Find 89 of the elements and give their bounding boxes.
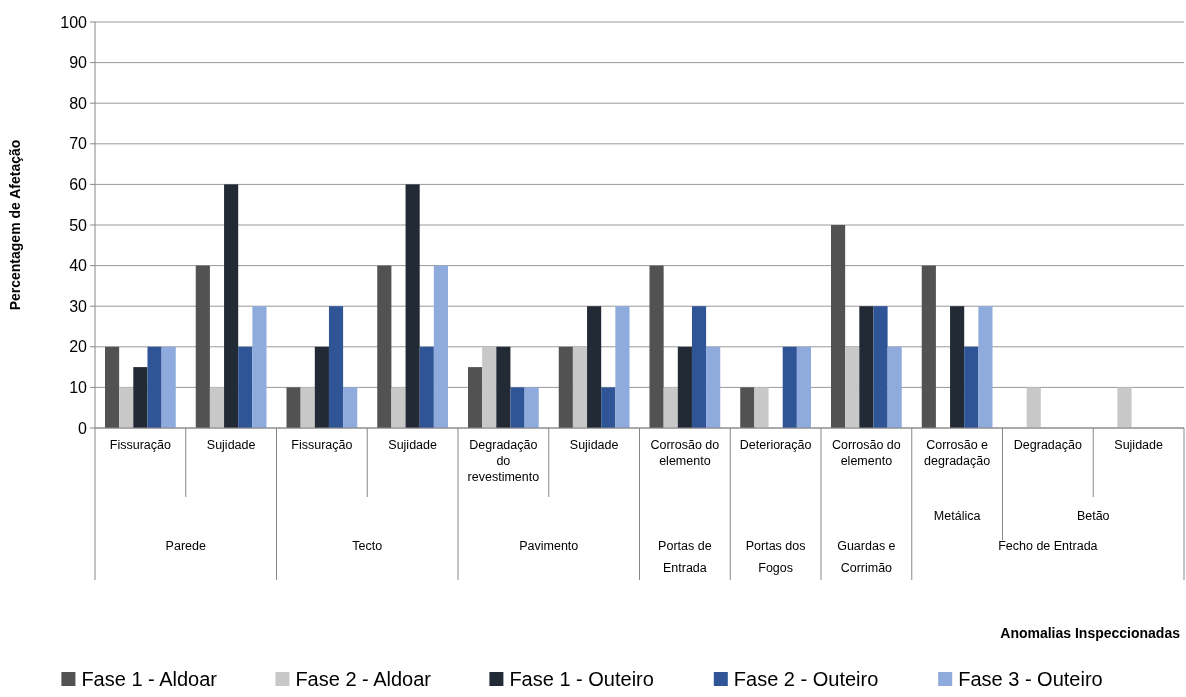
- bar: [873, 306, 888, 428]
- x-tick-label: Sujidade: [388, 438, 437, 452]
- bar: [887, 346, 902, 428]
- bar: [328, 306, 344, 428]
- bar: [587, 306, 602, 428]
- bar: [615, 306, 630, 428]
- text: Portas dos Fogos: [745, 539, 806, 575]
- bar: [845, 346, 860, 428]
- bar: [754, 387, 769, 428]
- bar: [252, 306, 267, 428]
- bar: [572, 346, 588, 428]
- y-tick-label: 100: [60, 13, 88, 31]
- bar: [601, 387, 616, 428]
- bar: [433, 265, 448, 428]
- text: Tecto: [352, 539, 383, 553]
- text: Portas de Entrada: [658, 539, 712, 575]
- bar: [691, 306, 707, 428]
- bar: [496, 346, 511, 428]
- bar: [510, 387, 525, 428]
- y-tick-label: 50: [69, 216, 88, 234]
- y-tick-label: 30: [69, 297, 88, 315]
- bar: [782, 346, 797, 428]
- x-tick-label: Sujidade: [1114, 438, 1163, 452]
- x-tick-label: Corrosão do elemento: [650, 438, 720, 468]
- bar: [859, 306, 874, 428]
- y-tick-label: 0: [78, 419, 88, 437]
- bar: [119, 387, 134, 428]
- x-tick-label: Corrosão e degradação: [924, 438, 991, 468]
- x-tick-label: Corrosão do elemento: [831, 438, 901, 468]
- bar: [921, 265, 936, 428]
- y-tick-label: 10: [69, 379, 88, 396]
- legend-label: Fase 2 - Aldoar: [295, 668, 432, 690]
- legend-label: Fase 3 - Outeiro: [958, 668, 1103, 690]
- bar: [224, 184, 239, 428]
- bar: [238, 346, 253, 428]
- bar: [343, 387, 358, 428]
- x-tick-label: Fissuração: [291, 438, 353, 452]
- legend-label: Fase 2 - Outeiro: [733, 668, 879, 690]
- bar: [663, 387, 678, 428]
- text: Metálica: [933, 509, 981, 523]
- x-tick-label: Sujidade: [206, 438, 256, 452]
- bar: [649, 265, 664, 428]
- text: Betão: [1076, 509, 1110, 523]
- bar: [1026, 387, 1041, 428]
- legend-label: Fase 1 - Aldoar: [81, 668, 218, 690]
- bar: [391, 387, 406, 428]
- x-tick-label: Fissuração: [109, 438, 171, 452]
- bar: [524, 387, 539, 428]
- text: Anomalias Inspeccionadas: [1000, 625, 1181, 641]
- bar: [740, 387, 755, 428]
- bar: [950, 306, 965, 428]
- bar: [558, 346, 573, 428]
- text: Pavimento: [519, 539, 579, 553]
- x-tick-label: Sujidade: [569, 438, 619, 452]
- x-tick-label: Degradação: [1013, 438, 1082, 452]
- bar: [978, 306, 993, 428]
- bar: [105, 346, 120, 428]
- y-axis-title: Percentagem de Afetação: [7, 139, 23, 311]
- bar: [209, 387, 225, 428]
- bar: [796, 346, 811, 428]
- text: Fecho de Entrada: [998, 539, 1098, 553]
- legend-label: Fase 1 - Outeiro: [509, 668, 654, 690]
- bar: [314, 346, 329, 428]
- y-tick-label: 40: [69, 257, 88, 275]
- y-tick-label: 20: [69, 338, 88, 356]
- bar: [482, 346, 497, 428]
- bar: [133, 367, 148, 428]
- bar: [831, 225, 846, 428]
- bar: [419, 346, 434, 428]
- bar: [677, 346, 692, 428]
- bar: [161, 346, 176, 428]
- bar: [405, 184, 420, 428]
- bar: [147, 346, 162, 428]
- y-tick-label: 80: [69, 94, 88, 112]
- y-tick-label: 60: [69, 176, 88, 193]
- bar: [706, 346, 721, 428]
- text: Guardas e Corrimão: [837, 539, 896, 575]
- bar: [1117, 387, 1132, 428]
- bar: [468, 367, 483, 428]
- bar: [300, 387, 315, 428]
- text: Parede: [165, 539, 206, 553]
- y-tick-label: 70: [69, 135, 88, 153]
- bar: [286, 387, 301, 428]
- y-tick-label: 90: [69, 54, 88, 72]
- bar: [195, 265, 210, 428]
- x-tick-label: Degradação do revestimento: [467, 438, 540, 484]
- bar: [377, 265, 392, 428]
- x-tick-label: Deterioração: [739, 438, 812, 452]
- bar: [964, 346, 979, 428]
